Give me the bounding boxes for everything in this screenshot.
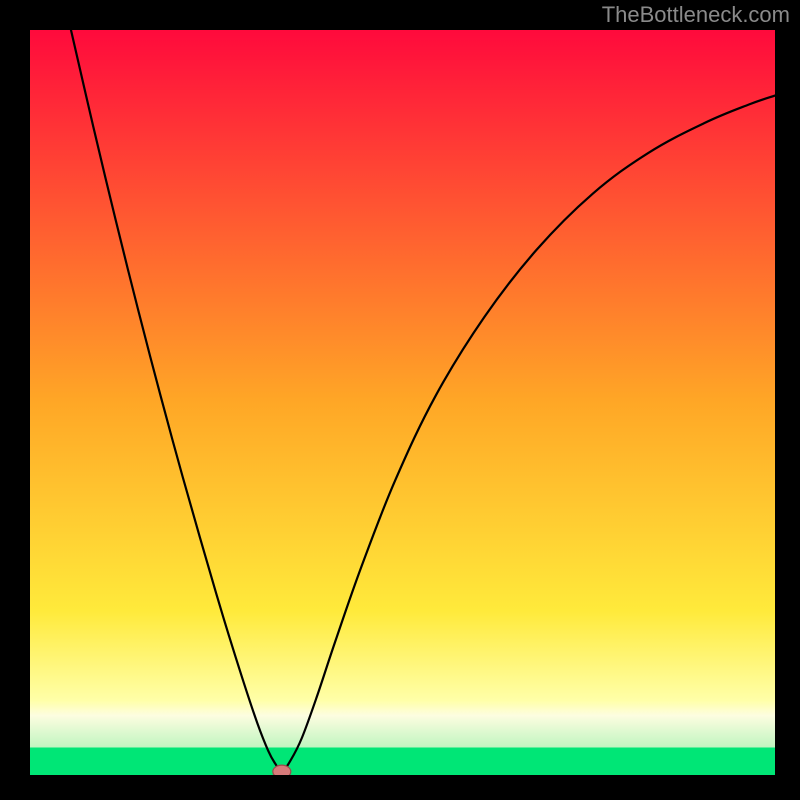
watermark-text: TheBottleneck.com [602,2,790,28]
chart-frame: TheBottleneck.com [0,0,800,800]
valley-marker [273,765,291,775]
plot-area [30,30,775,775]
bottleneck-curve [71,30,775,772]
curve-svg [30,30,775,775]
